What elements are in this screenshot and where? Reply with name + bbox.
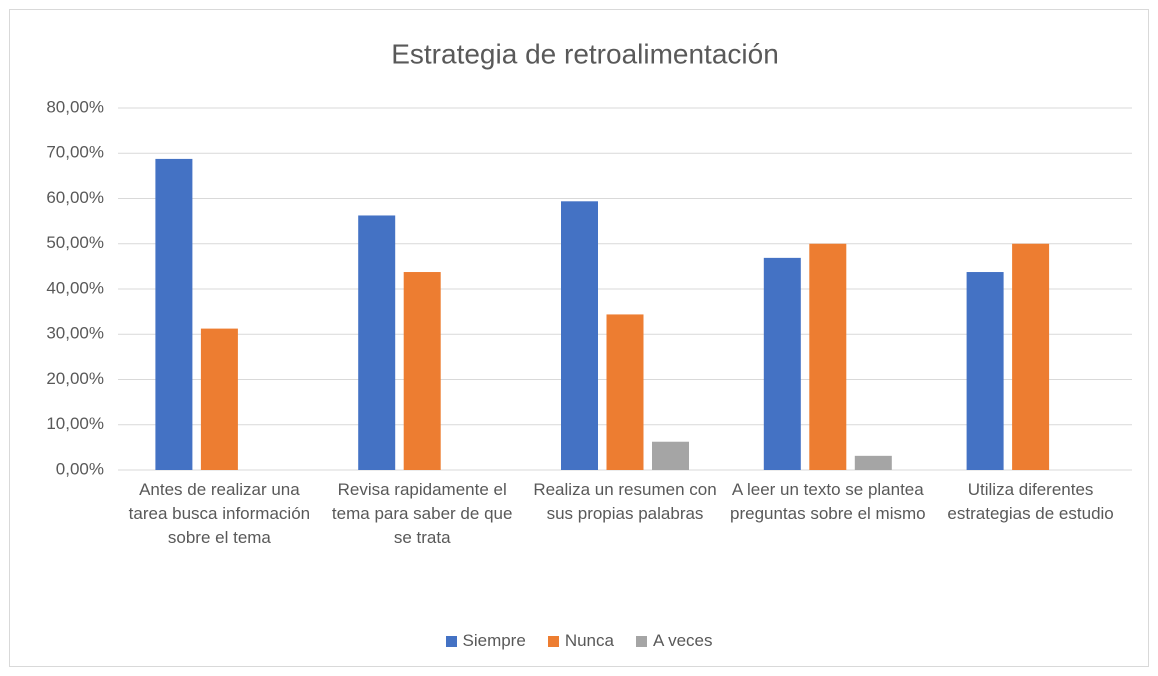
legend-swatch (445, 635, 457, 647)
bar (403, 272, 441, 470)
legend-item: Siempre (445, 631, 526, 651)
bar (606, 314, 644, 470)
bar (200, 328, 238, 470)
x-tick-label: Utiliza diferentes estrategias de estudi… (947, 480, 1114, 523)
bar (763, 257, 801, 470)
bar (358, 215, 396, 470)
bar (1012, 243, 1050, 470)
x-tick-label: A leer un texto se plantea preguntas sob… (730, 480, 926, 523)
chart-title: Estrategia de retroalimentación (391, 38, 779, 69)
y-tick-label: 20,00% (46, 369, 104, 388)
legend-label: Siempre (462, 631, 526, 650)
legend-swatch (635, 635, 647, 647)
x-tick-label: Revisa rapidamente el tema para saber de… (331, 480, 513, 547)
legend: Siempre Nunca A veces (0, 631, 1158, 651)
bar (561, 201, 598, 471)
legend-label: Nunca (564, 631, 614, 650)
y-tick-label: 60,00% (46, 188, 104, 207)
legend-label: A veces (652, 631, 713, 650)
x-tick-label: Antes de realizar una tarea busca inform… (128, 480, 311, 547)
bar (652, 441, 689, 470)
legend-swatch (547, 635, 559, 647)
y-tick-label: 80,00% (46, 97, 104, 116)
legend-item: Nunca (547, 631, 614, 651)
bar (854, 455, 892, 470)
y-tick-label: 40,00% (46, 278, 104, 297)
y-tick-label: 70,00% (46, 143, 104, 162)
y-tick-label: 50,00% (46, 233, 104, 252)
y-tick-label: 0,00% (56, 459, 104, 478)
legend-item: A veces (635, 631, 713, 651)
bar (966, 272, 1004, 470)
x-tick-label: Realiza un resumen con sus propias palab… (533, 480, 717, 523)
bar (809, 243, 847, 470)
y-tick-label: 30,00% (46, 324, 104, 343)
bar (155, 158, 193, 470)
y-tick-label: 10,00% (46, 414, 104, 433)
